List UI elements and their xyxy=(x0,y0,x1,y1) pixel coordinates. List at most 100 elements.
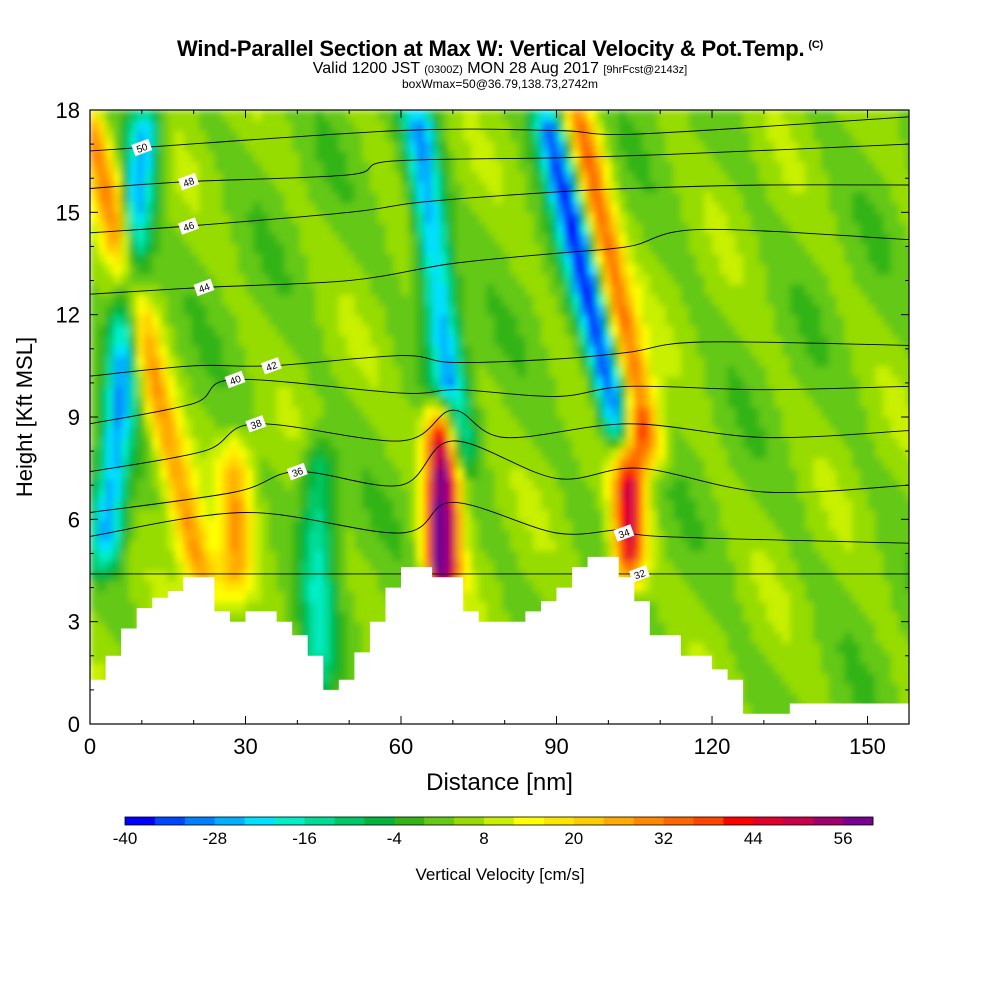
velocity-cell xyxy=(121,580,130,592)
velocity-cell xyxy=(719,161,729,173)
velocity-cell xyxy=(307,304,317,316)
velocity-cell xyxy=(401,161,410,173)
velocity-cell xyxy=(424,263,433,275)
velocity-cell xyxy=(253,181,262,193)
velocity-cell xyxy=(665,601,674,613)
velocity-cell xyxy=(572,191,581,203)
velocity-cell xyxy=(556,345,566,357)
velocity-cell xyxy=(680,437,690,449)
velocity-cell xyxy=(680,355,690,367)
velocity-cell xyxy=(338,120,348,132)
velocity-cell xyxy=(299,212,309,224)
velocity-cell xyxy=(261,161,270,173)
velocity-cell xyxy=(183,191,192,203)
velocity-cell xyxy=(299,560,309,572)
velocity-cell xyxy=(416,294,426,306)
velocity-cell xyxy=(463,396,472,408)
velocity-cell xyxy=(408,345,418,357)
velocity-cell xyxy=(712,202,721,214)
velocity-cell xyxy=(214,150,223,162)
chart-title-text: Wind-Parallel Section at Max W: Vertical… xyxy=(176,36,805,61)
velocity-cell xyxy=(307,437,317,449)
velocity-cell xyxy=(90,191,99,203)
velocity-cell xyxy=(494,212,503,224)
velocity-cell xyxy=(649,498,659,510)
velocity-cell xyxy=(393,222,402,234)
velocity-cell xyxy=(665,140,674,152)
velocity-cell xyxy=(727,642,737,654)
velocity-cell xyxy=(128,191,138,203)
velocity-cell xyxy=(167,140,177,152)
velocity-cell xyxy=(696,273,706,285)
velocity-cell xyxy=(727,519,737,531)
velocity-cell xyxy=(525,284,534,295)
velocity-cell xyxy=(533,539,542,551)
velocity-cell xyxy=(191,324,200,336)
velocity-cell xyxy=(230,355,239,367)
velocity-cell xyxy=(665,212,674,224)
velocity-cell xyxy=(331,519,340,531)
velocity-cell xyxy=(680,150,690,162)
velocity-cell xyxy=(90,304,99,316)
velocity-cell xyxy=(509,386,519,398)
velocity-cell xyxy=(478,130,488,142)
velocity-cell xyxy=(719,519,729,531)
velocity-cell xyxy=(657,222,667,234)
velocity-cell xyxy=(323,683,332,695)
velocity-cell xyxy=(144,202,153,214)
velocity-cell xyxy=(237,427,247,439)
velocity-cell xyxy=(369,601,379,613)
velocity-cell xyxy=(463,457,472,469)
velocity-cell xyxy=(541,314,550,326)
velocity-cell xyxy=(292,161,301,173)
velocity-cell xyxy=(230,468,239,480)
velocity-cell xyxy=(626,243,636,254)
velocity-cell xyxy=(362,253,371,265)
velocity-cell xyxy=(657,130,667,142)
velocity-cell xyxy=(564,212,573,224)
velocity-cell xyxy=(634,191,643,203)
velocity-cell xyxy=(432,519,441,531)
velocity-cell xyxy=(478,232,488,244)
velocity-cell xyxy=(191,437,200,449)
velocity-cell xyxy=(509,550,519,561)
velocity-cell xyxy=(595,396,604,408)
velocity-cell xyxy=(486,253,496,265)
velocity-cell xyxy=(610,457,620,469)
velocity-cell xyxy=(727,427,737,439)
velocity-cell xyxy=(525,294,534,306)
velocity-cell xyxy=(587,150,597,162)
velocity-cell xyxy=(572,150,581,162)
velocity-cell xyxy=(354,345,363,357)
velocity-cell xyxy=(245,386,255,398)
velocity-cell xyxy=(416,110,426,121)
velocity-cell xyxy=(393,161,402,173)
velocity-cell xyxy=(673,457,682,469)
velocity-cell xyxy=(268,202,278,214)
velocity-cell xyxy=(299,406,309,418)
velocity-cell xyxy=(393,376,402,388)
velocity-cell xyxy=(610,478,620,490)
velocity-cell xyxy=(144,406,153,418)
velocity-cell xyxy=(533,468,542,480)
velocity-cell xyxy=(696,611,706,623)
velocity-cell xyxy=(657,191,667,203)
velocity-cell xyxy=(517,171,527,183)
velocity-cell xyxy=(509,529,519,541)
velocity-cell xyxy=(268,437,278,449)
velocity-cell xyxy=(323,324,332,336)
velocity-cell xyxy=(712,406,721,418)
velocity-cell xyxy=(292,150,301,162)
velocity-cell xyxy=(253,580,262,592)
velocity-cell xyxy=(603,140,612,152)
velocity-cell xyxy=(136,427,146,439)
velocity-cell xyxy=(680,519,690,531)
velocity-cell xyxy=(634,263,643,275)
velocity-cell xyxy=(105,376,115,388)
velocity-cell xyxy=(346,202,356,214)
velocity-cell xyxy=(261,529,270,541)
velocity-cell xyxy=(548,591,558,602)
velocity-cell xyxy=(712,365,721,377)
velocity-cell xyxy=(665,171,674,183)
velocity-cell xyxy=(268,601,278,613)
